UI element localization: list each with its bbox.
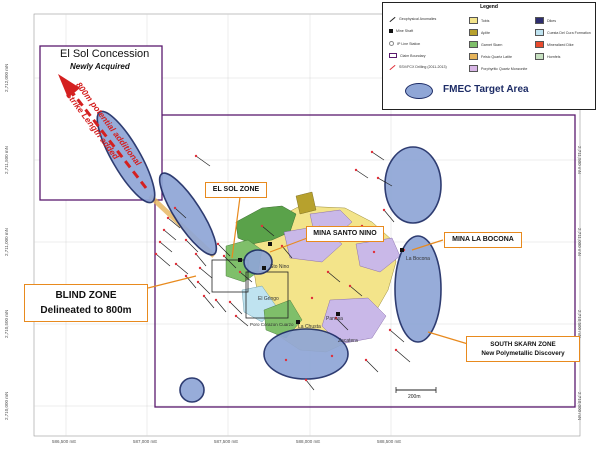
cuesta-del-cura-swatch	[535, 29, 544, 36]
x-tick-label: 586,500 mE	[52, 439, 77, 444]
legend-label: Mine Shaft	[396, 29, 414, 33]
x-tick-label: 587,000 mE	[133, 439, 158, 444]
legend-label: Claim Boundary	[400, 53, 426, 58]
place-label: Poro Corazon Cuarzo	[250, 322, 294, 327]
x-tick-label: 588,500 mE	[377, 439, 402, 444]
drill-collars	[154, 150, 454, 382]
legend-row: Mineralized Dike	[535, 41, 574, 48]
legend-label: Geophysical Anomalies	[399, 17, 437, 21]
legend-row: Geophysical Anomalies	[389, 16, 437, 22]
legend-label: IP Line Station	[397, 41, 421, 46]
callout-mina-santo-nino-text: MINA SANTO NINO	[313, 230, 377, 237]
geophysical-anomaly-icon	[389, 16, 396, 22]
legend-row: Mine Shaft	[389, 29, 413, 33]
y-tick-label-left: 2,710,000 mN	[4, 391, 9, 420]
concession-subtitle: Newly Acquired	[70, 62, 130, 71]
legend-row: SSV/FCX Drilling (2011-2013)	[389, 64, 447, 70]
legend-row: Cuesta Del Cura Formation	[535, 29, 591, 36]
callout-blind-zone: BLIND ZONE Delineated to 800m	[24, 284, 148, 322]
callout-el-sol-zone-text: EL SOL ZONE	[212, 186, 260, 193]
legend-row: Porphyritic Quartz Monzonite	[469, 65, 527, 72]
callout-el-sol-zone: EL SOL ZONE	[205, 182, 267, 198]
legend-label: Garnet Skarn	[481, 42, 503, 47]
callout-mina-santo-nino: MINA SANTO NINO	[306, 226, 384, 242]
legend-row: Garnet Skarn	[469, 41, 502, 48]
fmec-target-areas	[96, 110, 442, 403]
callout-blind-zone-subtitle: Delineated to 800m	[40, 305, 132, 316]
legend-label: Tobis	[481, 18, 490, 23]
scale-bar	[395, 387, 437, 393]
y-tick-label-left: 2,710,500 mN	[4, 309, 9, 338]
callout-south-skarn-subtitle: New Polymetallic Discovery	[481, 350, 565, 357]
callout-blind-zone-title: BLIND ZONE	[55, 290, 117, 301]
legend-label: Porphyritic Quartz Monzonite	[481, 66, 528, 71]
callout-mina-la-bocona-text: MINA LA BOCONA	[452, 236, 514, 243]
claim-boundary	[154, 114, 576, 408]
place-label: La Chusta	[298, 324, 321, 330]
legend-label: Hornfels	[547, 54, 561, 59]
legend-label: Mineralized Dike	[547, 42, 574, 47]
map-legend: Legend Geophysical Anomalies Mine Shaft …	[382, 2, 596, 110]
legend-label: Cuesta Del Cura Formation	[547, 30, 591, 35]
y-tick-label-right: 2,710,500 mN	[577, 310, 582, 339]
y-tick-label-right: 2,710,000 mN	[577, 392, 582, 421]
aplite-swatch	[469, 29, 478, 36]
x-tick-label: 587,500 mE	[214, 439, 239, 444]
y-tick-label-right: 2,711,000 mN	[577, 228, 582, 256]
place-label: El Gringo	[258, 296, 279, 302]
legend-row: Tobis	[469, 17, 489, 24]
mine-shaft-icon	[389, 29, 393, 33]
legend-row: Claim Boundary	[389, 53, 426, 58]
legend-row: Dikes	[535, 17, 556, 24]
y-tick-label-left: 2,711,000 mN	[4, 228, 9, 256]
y-tick-label-left: 2,712,000 mN	[4, 63, 9, 92]
ip-station-icon	[389, 41, 394, 46]
dikes-swatch	[535, 17, 544, 24]
legend-row: Hornfels	[535, 53, 560, 60]
callout-mina-la-bocona: MINA LA BOCONA	[444, 232, 522, 248]
legend-label: Aplite	[481, 30, 490, 35]
fmec-target-legend-label: FMEC Target Area	[443, 84, 529, 95]
el-sol-zone-box	[211, 259, 249, 293]
legend-row: Aplite	[469, 29, 490, 36]
legend-row: IP Line Station	[389, 41, 420, 46]
y-tick-label-right: 2,711,500 mN	[577, 146, 582, 174]
hornfels-swatch	[535, 53, 544, 60]
y-tick-label-left: 2,711,500 mN	[4, 146, 9, 174]
legend-title: Legend	[480, 4, 498, 10]
garnet-skarn-swatch	[469, 41, 478, 48]
x-tick-label: 588,000 mE	[296, 439, 321, 444]
claim-boundary-icon	[389, 53, 397, 58]
place-label: Sto Nino	[270, 264, 290, 270]
callout-south-skarn-title: SOUTH SKARN ZONE	[490, 341, 556, 348]
legend-label: Dikes	[547, 18, 556, 23]
mineralized-dike-swatch	[535, 41, 544, 48]
tobis-swatch	[469, 17, 478, 24]
callout-south-skarn: SOUTH SKARN ZONE New Polymetallic Discov…	[466, 336, 580, 362]
strike-extension-arrow	[58, 74, 148, 189]
drill-trace-icon	[389, 64, 396, 70]
concession-title: El Sol Concession	[60, 48, 150, 60]
place-label: Zacatera	[338, 338, 358, 344]
legend-label: Felsic Quartz Latite	[481, 54, 512, 59]
quartz-monzonite-swatch	[469, 65, 478, 72]
legend-label: SSV/FCX Drilling (2011-2013)	[399, 65, 447, 69]
fmec-target-legend-swatch	[405, 83, 433, 99]
place-label: La Bocona	[406, 256, 430, 262]
felsic-latite-swatch	[469, 53, 478, 60]
legend-row: Felsic Quartz Latite	[469, 53, 512, 60]
scale-bar-label: 200m	[408, 394, 421, 400]
place-label: Panosa	[326, 316, 343, 322]
